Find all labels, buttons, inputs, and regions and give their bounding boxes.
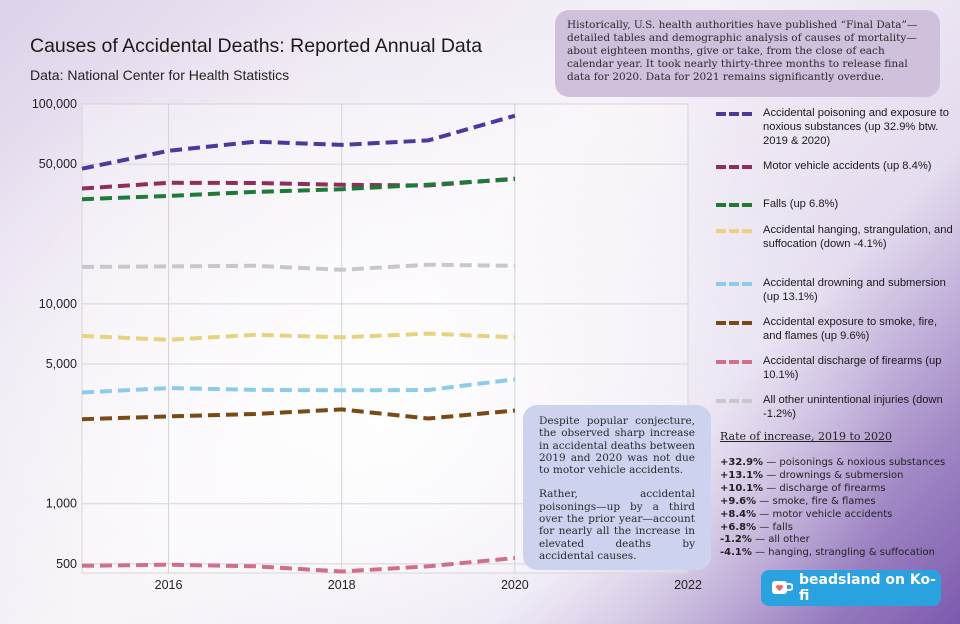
legend-item-motor-vehicle: Motor vehicle accidents (up 8.4%) bbox=[716, 159, 956, 173]
legend-swatch-firearms bbox=[716, 360, 752, 364]
x-tick-label: 2018 bbox=[328, 578, 356, 592]
legend-swatch-all-other bbox=[716, 399, 752, 403]
legend-item-poisoning: Accidental poisoning and exposure to nox… bbox=[716, 106, 956, 148]
rate-value: -4.1% bbox=[720, 547, 752, 559]
conjecture-note: Despite popular conjecture, the observed… bbox=[523, 405, 711, 570]
legend-item-all-other: All other unintentional injuries (down -… bbox=[716, 393, 956, 421]
legend-swatch-falls bbox=[716, 203, 752, 207]
coffee-cup-icon bbox=[772, 581, 793, 594]
chart-subtitle: Data: National Center for Health Statist… bbox=[30, 67, 290, 83]
legend-label-motor-vehicle: Motor vehicle accidents (up 8.4%) bbox=[763, 160, 932, 172]
legend-label-hanging: Accidental hanging, strangulation, and s… bbox=[763, 224, 953, 250]
y-axis-ticks: 500 1,000 5,000 10,000 50,000 100,000 bbox=[32, 97, 77, 571]
chart-series bbox=[81, 113, 516, 574]
y-tick-label: 5,000 bbox=[46, 357, 77, 371]
rate-text: — motor vehicle accidents bbox=[756, 508, 893, 520]
kofi-label[interactable]: beadsland on Ko-fi bbox=[799, 572, 936, 604]
rate-heading: Rate of increase, 2019 to 2020 bbox=[720, 430, 892, 443]
legend-item-drowning: Accidental drowning and submersion (up 1… bbox=[716, 276, 956, 304]
rate-text: — poisonings & noxious substances bbox=[763, 457, 946, 468]
legend-swatch-hanging bbox=[716, 229, 752, 233]
conjecture-note-paragraph-2: Rather, accidental poisonings—up by a th… bbox=[539, 488, 695, 562]
series-line-5 bbox=[81, 407, 516, 422]
rate-text: — smoke, fire & flames bbox=[756, 495, 876, 507]
rate-value: +10.1% bbox=[720, 482, 764, 494]
y-tick-label: 1,000 bbox=[46, 497, 77, 511]
legend-item-falls: Falls (up 6.8%) bbox=[716, 197, 956, 211]
legend-label-falls: Falls (up 6.8%) bbox=[763, 198, 839, 210]
x-tick-label: 2020 bbox=[501, 578, 529, 592]
x-axis-ticks: 2016 2018 2020 2022 bbox=[155, 578, 702, 592]
rate-text: — discharge of firearms bbox=[763, 482, 886, 494]
rate-row: +6.8% — falls bbox=[720, 522, 950, 535]
final-data-note: Historically, U.S. health authorities ha… bbox=[555, 10, 940, 97]
rate-value: +6.8% bbox=[720, 521, 757, 533]
legend-label-all-other: All other unintentional injuries (down -… bbox=[763, 394, 943, 420]
legend-label-fire: Accidental exposure to smoke, fire, and … bbox=[763, 316, 938, 342]
rate-row: -1.2% — all other bbox=[720, 534, 950, 547]
series-line-4 bbox=[81, 377, 516, 395]
series-line-2 bbox=[81, 177, 516, 202]
y-tick-label: 500 bbox=[56, 557, 77, 571]
rate-list: +32.9% — poisonings & noxious substances… bbox=[720, 457, 950, 560]
y-tick-label: 10,000 bbox=[39, 297, 77, 311]
rate-row: +10.1% — discharge of firearms bbox=[720, 483, 950, 496]
conjecture-note-paragraph-1: Despite popular conjecture, the observed… bbox=[539, 415, 695, 477]
chart-title: Causes of Accidental Deaths: Reported An… bbox=[30, 35, 483, 57]
rate-row: -4.1% — hanging, strangling & suffocatio… bbox=[720, 547, 950, 560]
rate-value: +8.4% bbox=[720, 508, 757, 520]
rate-value: -1.2% bbox=[720, 534, 752, 546]
rate-row: +8.4% — motor vehicle accidents bbox=[720, 509, 950, 522]
series-line-3 bbox=[81, 331, 515, 342]
legend-item-firearms: Accidental discharge of firearms (up 10.… bbox=[716, 354, 956, 382]
series-line-0 bbox=[81, 113, 516, 171]
y-tick-label: 50,000 bbox=[39, 157, 77, 171]
series-line-7 bbox=[81, 262, 515, 272]
legend-swatch-motor-vehicle bbox=[716, 165, 752, 169]
legend-item-fire: Accidental exposure to smoke, fire, and … bbox=[716, 315, 956, 343]
rate-text: — hanging, strangling & suffocation bbox=[751, 547, 936, 559]
legend-label-poisoning: Accidental poisoning and exposure to nox… bbox=[763, 107, 949, 147]
legend-label-drowning: Accidental drowning and submersion (up 1… bbox=[763, 277, 946, 303]
x-tick-label: 2022 bbox=[674, 578, 702, 592]
rate-row: +32.9% — poisonings & noxious substances bbox=[720, 457, 950, 470]
rate-text: — all other bbox=[751, 534, 810, 546]
rate-text: — drownings & submersion bbox=[763, 469, 904, 481]
rate-row: +9.6% — smoke, fire & flames bbox=[720, 496, 950, 509]
kofi-button[interactable]: beadsland on Ko-fi bbox=[761, 570, 941, 606]
legend-item-hanging: Accidental hanging, strangulation, and s… bbox=[716, 223, 956, 251]
legend-swatch-drowning bbox=[716, 282, 752, 286]
rate-text: — falls bbox=[756, 521, 793, 533]
y-tick-label: 100,000 bbox=[32, 97, 77, 111]
legend-swatch-poisoning bbox=[716, 112, 752, 116]
legend-label-firearms: Accidental discharge of firearms (up 10.… bbox=[763, 355, 942, 381]
rate-value: +9.6% bbox=[720, 495, 757, 507]
rate-value: +13.1% bbox=[720, 469, 764, 481]
x-tick-label: 2016 bbox=[155, 578, 183, 592]
legend-swatch-fire bbox=[716, 321, 752, 325]
rate-row: +13.1% — drownings & submersion bbox=[720, 470, 950, 483]
rate-value: +32.9% bbox=[720, 457, 764, 468]
series-line-6 bbox=[81, 556, 516, 574]
